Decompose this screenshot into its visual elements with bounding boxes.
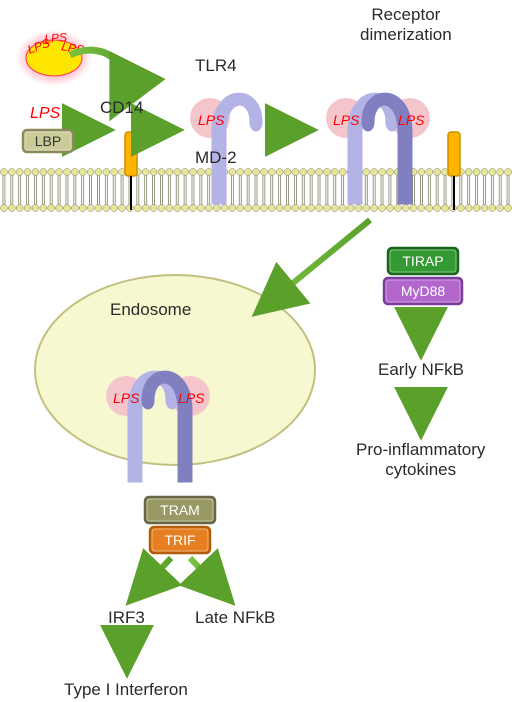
receptor-dimer-label: Receptordimerization <box>360 5 452 45</box>
svg-text:LBP: LBP <box>35 133 61 149</box>
lbp-box: LBP <box>23 130 73 152</box>
svg-text:TRIF: TRIF <box>164 532 195 548</box>
svg-text:TIRAP: TIRAP <box>402 253 443 269</box>
lps-dimer-left-label: LPS <box>333 112 359 128</box>
cd14-label: CD14 <box>100 98 143 118</box>
lps-endo-left-label: LPS <box>113 390 139 406</box>
diagram-stage: LPS LPS LPS LBP TIRAP MyD88 TRAM TRIF Receptordi… <box>0 0 512 702</box>
lps-dimer-right-label: LPS <box>398 112 424 128</box>
endosome-label: Endosome <box>110 300 191 320</box>
type1-ifn-label: Type I Interferon <box>64 680 188 700</box>
late-nfkb-label: Late NFkB <box>195 608 275 628</box>
md2-label: MD-2 <box>195 148 237 168</box>
lps-free-label: LPS <box>30 105 60 123</box>
svg-text:MyD88: MyD88 <box>401 283 446 299</box>
trif-box: TRIF <box>150 527 210 553</box>
myd88-box: MyD88 <box>384 278 462 304</box>
svg-text:TRAM: TRAM <box>160 502 200 518</box>
irf3-label: IRF3 <box>108 608 145 628</box>
tram-box: TRAM <box>145 497 215 523</box>
pro-inflammatory-label: Pro-inflammatorycytokines <box>356 440 485 480</box>
tirap-box: TIRAP <box>388 248 458 274</box>
early-nfkb-label: Early NFkB <box>378 360 464 380</box>
lps-endo-right-label: LPS <box>178 390 204 406</box>
tlr4-label: TLR4 <box>195 56 237 76</box>
lps-md2-label: LPS <box>198 112 224 128</box>
